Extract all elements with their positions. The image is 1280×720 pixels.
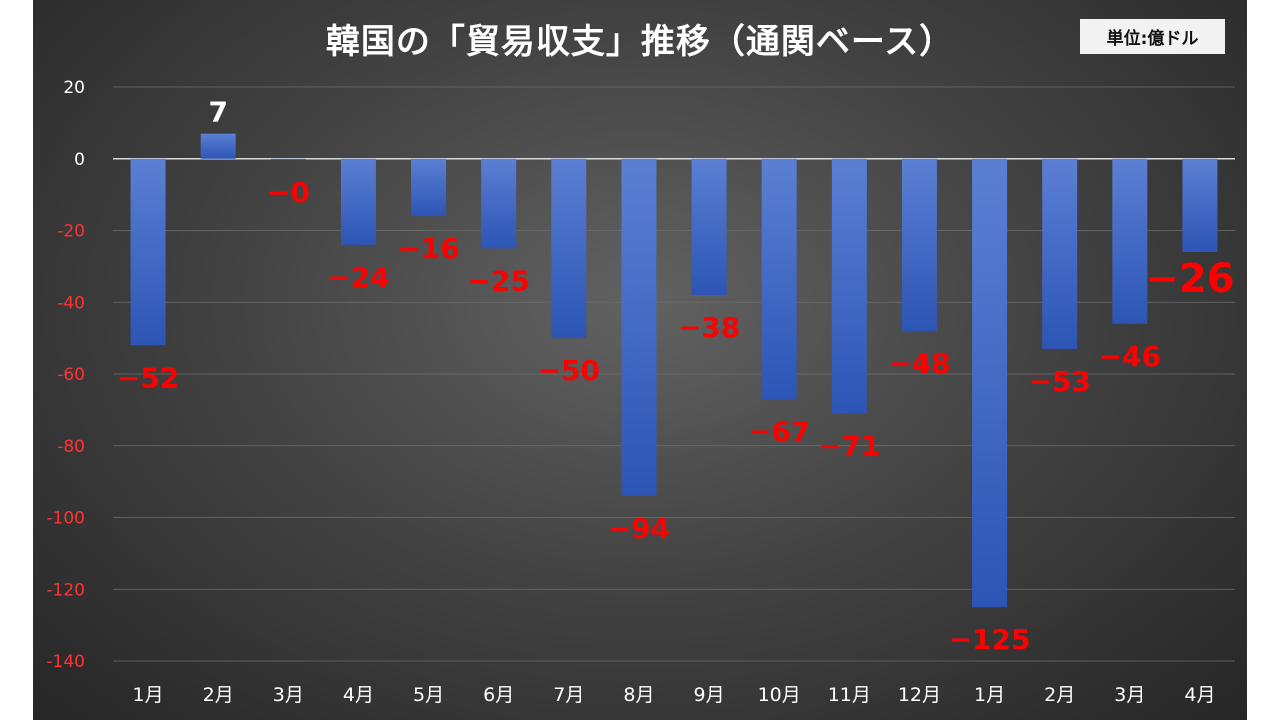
bar [1182, 158, 1218, 253]
data-label: −125 [949, 623, 1031, 656]
y-axis-ticks: 20 0 -20 -40 -60 -80 -100 -120 -140 [46, 78, 85, 672]
y-tick-label: -60 [57, 365, 85, 385]
bar [761, 158, 797, 400]
y-tick-label: -80 [57, 437, 85, 457]
data-label: −0 [267, 176, 310, 209]
bar [1042, 158, 1078, 349]
y-tick-label: -140 [46, 652, 85, 672]
data-labels: −52 7 −0 −24−16−25 −50 −94 −38 −67 −71 −48 −125 −53… [117, 96, 1235, 657]
bar [551, 158, 587, 339]
data-label: −52 [117, 361, 179, 394]
bar [621, 158, 657, 496]
x-category-label: 10月 [758, 684, 801, 706]
x-category-label: 12月 [898, 684, 941, 706]
bars [130, 133, 1218, 608]
x-category-label: 3月 [1114, 684, 1145, 706]
y-tick-label: -100 [46, 509, 85, 529]
bar [691, 158, 727, 296]
x-category-label: 11月 [828, 684, 871, 706]
bar [270, 158, 306, 160]
bar [972, 158, 1008, 608]
x-category-label: 5月 [413, 684, 444, 706]
data-label: −48 [888, 347, 950, 380]
data-label: −71 [818, 429, 880, 462]
y-tick-label: 20 [63, 78, 85, 98]
x-category-label: 1月 [974, 684, 1005, 706]
x-category-label: 2月 [1044, 684, 1075, 706]
data-label: −53 [1028, 365, 1090, 398]
x-category-label: 2月 [203, 684, 234, 706]
x-category-label: 6月 [483, 684, 514, 706]
x-category-label: 9月 [694, 684, 725, 706]
bar [411, 158, 447, 217]
x-category-label: 1月 [133, 684, 164, 706]
data-label: −16 [397, 232, 459, 265]
y-tick-label: -40 [57, 293, 85, 313]
bar [901, 158, 937, 331]
x-category-label: 4月 [1184, 684, 1215, 706]
bar [831, 158, 867, 414]
chart-title: 韓国の「貿易収支」推移（通関ベース） [325, 22, 955, 62]
bar-chart: 20 0 -20 -40 -60 -80 -100 -120 -140 −52 7 −0 −24−16… [46, 78, 1235, 706]
data-label: −50 [538, 354, 600, 387]
bar [1112, 158, 1148, 324]
bar [481, 158, 517, 249]
x-category-label: 7月 [553, 684, 584, 706]
x-category-label: 3月 [273, 684, 304, 706]
data-label: −24 [327, 261, 389, 294]
x-category-label: 4月 [343, 684, 374, 706]
bar [200, 133, 236, 159]
x-category-label: 8月 [623, 684, 654, 706]
chart-slide: 韓国の「貿易収支」推移（通関ベース） 単位:億ドル 20 0 -20 -40 -60 -8… [33, 0, 1247, 720]
y-tick-label: -120 [46, 580, 85, 600]
bar [130, 158, 166, 346]
data-label: −94 [608, 512, 670, 545]
unit-badge: 単位:億ドル [1080, 19, 1225, 54]
data-label: −38 [678, 311, 740, 344]
bar [340, 158, 376, 245]
y-tick-label: 0 [74, 150, 85, 170]
data-label: −26 [1145, 256, 1234, 302]
data-label: −25 [467, 264, 529, 297]
data-label: −67 [748, 415, 810, 448]
data-label: 7 [208, 96, 227, 129]
y-tick-label: -20 [57, 222, 85, 242]
data-label: −46 [1099, 340, 1161, 373]
x-axis-labels: 1月 2月 3月 4月 5月 6月 7月 8月 9月 10月 11月 12月 1月 2月 3月 4月 [133, 684, 1216, 706]
